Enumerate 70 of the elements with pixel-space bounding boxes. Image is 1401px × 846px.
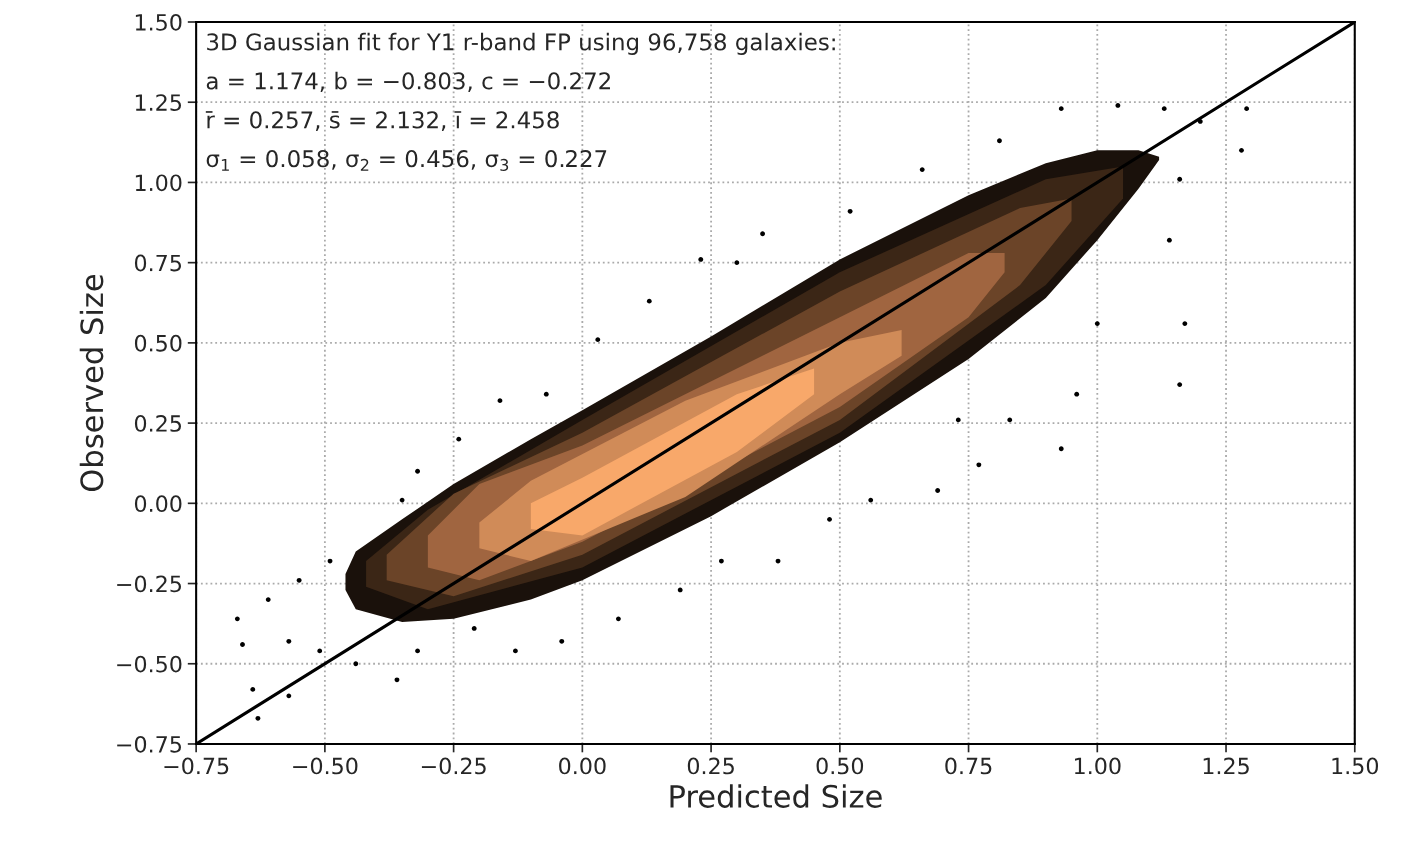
point <box>296 577 302 583</box>
x-tick-label: 1.25 <box>1203 757 1249 775</box>
point <box>317 648 323 654</box>
x-tick-label: −0.75 <box>164 757 229 775</box>
point <box>456 436 462 442</box>
x-tick-label: −0.25 <box>421 757 486 775</box>
point <box>976 462 982 468</box>
point <box>265 597 271 602</box>
point <box>1244 106 1250 112</box>
x-tick-label: 0.75 <box>945 757 992 775</box>
y-tick-label: 0.25 <box>134 415 182 432</box>
y-tick-label: 1.25 <box>135 94 182 111</box>
point <box>1058 106 1064 112</box>
point <box>1182 321 1188 327</box>
point <box>919 167 925 173</box>
y-tick-label: −0.25 <box>117 575 181 593</box>
point <box>1094 321 1100 327</box>
annotation: 3D Gaussian fit for Y1 r-band FP using 96,758 galaxies: <box>207 32 835 55</box>
y-tick-label: 0.50 <box>134 334 182 352</box>
point <box>559 638 565 644</box>
point <box>394 677 400 683</box>
point <box>615 616 621 622</box>
y-tick-label: −0.75 <box>117 735 181 753</box>
point <box>997 138 1002 144</box>
point <box>353 661 359 667</box>
annotation: σ$_{1}$ = 0.058, σ$_{2}$ = 0.456, σ$_{3}$ = 0.227 <box>206 150 607 172</box>
annotation: r̄ = 0.257, s̄ = 2.132, ī = 2.458 <box>205 111 559 131</box>
point <box>1007 417 1013 423</box>
point <box>1115 103 1121 108</box>
point <box>827 516 832 522</box>
point <box>255 715 261 721</box>
point <box>1177 382 1183 387</box>
point <box>1166 237 1172 243</box>
x-tick-label: 0.00 <box>559 757 606 775</box>
point <box>250 687 256 692</box>
point <box>286 638 292 644</box>
y-axis-title: Observed Size <box>79 274 104 491</box>
point <box>955 417 961 423</box>
point <box>868 497 874 503</box>
point <box>1177 176 1183 182</box>
point <box>646 298 652 304</box>
point <box>1239 147 1244 153</box>
point <box>734 260 740 266</box>
point <box>935 488 941 493</box>
annotation: a = 1.174, b = −0.803, c = −0.272 <box>206 71 610 92</box>
y-tick-label: −0.50 <box>117 655 182 673</box>
point <box>698 257 704 262</box>
x-tick-label: 1.00 <box>1075 757 1121 775</box>
y-tick-label: 1.00 <box>135 174 182 192</box>
point <box>1161 106 1167 112</box>
x-tick-label: 0.25 <box>687 757 734 775</box>
point <box>471 626 477 631</box>
x-axis-title: Predicted Size <box>670 784 882 808</box>
point <box>1074 391 1080 397</box>
y-tick-label: 1.50 <box>135 13 182 31</box>
point <box>240 642 245 647</box>
y-tick-label: 0.75 <box>134 254 182 272</box>
point <box>415 468 420 474</box>
point <box>718 558 724 564</box>
point <box>234 616 240 622</box>
point <box>847 208 853 214</box>
x-tick-label: −0.50 <box>293 757 358 775</box>
x-tick-label: 1.50 <box>1332 757 1379 775</box>
point <box>286 693 292 699</box>
point <box>1058 446 1064 452</box>
point <box>595 337 601 343</box>
y-tick-label: 0.00 <box>134 495 182 513</box>
point <box>543 391 549 397</box>
x-tick-label: 0.50 <box>816 757 864 775</box>
point <box>760 231 765 237</box>
